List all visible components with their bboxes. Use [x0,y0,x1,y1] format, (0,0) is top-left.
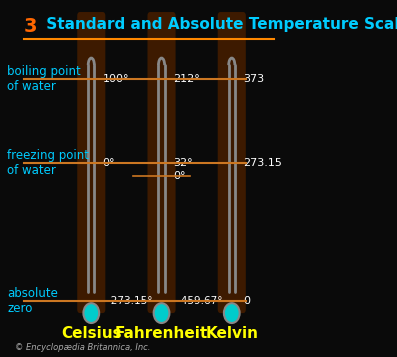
Text: −273.15°: −273.15° [102,296,153,306]
Text: © Encyclopædia Britannica, Inc.: © Encyclopædia Britannica, Inc. [15,343,151,352]
FancyBboxPatch shape [218,12,246,313]
Circle shape [154,303,170,323]
Text: Standard and Absolute Temperature Scales: Standard and Absolute Temperature Scales [41,17,397,32]
Text: Fahrenheit: Fahrenheit [115,326,208,341]
Text: boiling point
of water: boiling point of water [7,65,81,93]
Text: 32°: 32° [173,157,193,167]
Circle shape [83,303,99,323]
Text: 273.15: 273.15 [243,157,282,167]
Text: freezing point
of water: freezing point of water [7,149,89,177]
Text: Kelvin: Kelvin [205,326,258,341]
Text: absolute
zero: absolute zero [7,287,58,315]
Text: −459.67°: −459.67° [173,296,223,306]
FancyBboxPatch shape [147,12,175,313]
Text: Celsius: Celsius [61,326,121,341]
Text: 373: 373 [243,74,264,84]
Text: 3: 3 [24,17,37,36]
Circle shape [224,303,240,323]
Text: 0°: 0° [102,157,115,167]
Text: 0: 0 [243,296,250,306]
Text: 212°: 212° [173,74,200,84]
Text: 0°: 0° [173,171,185,181]
Text: 100°: 100° [102,74,129,84]
FancyBboxPatch shape [77,12,105,313]
